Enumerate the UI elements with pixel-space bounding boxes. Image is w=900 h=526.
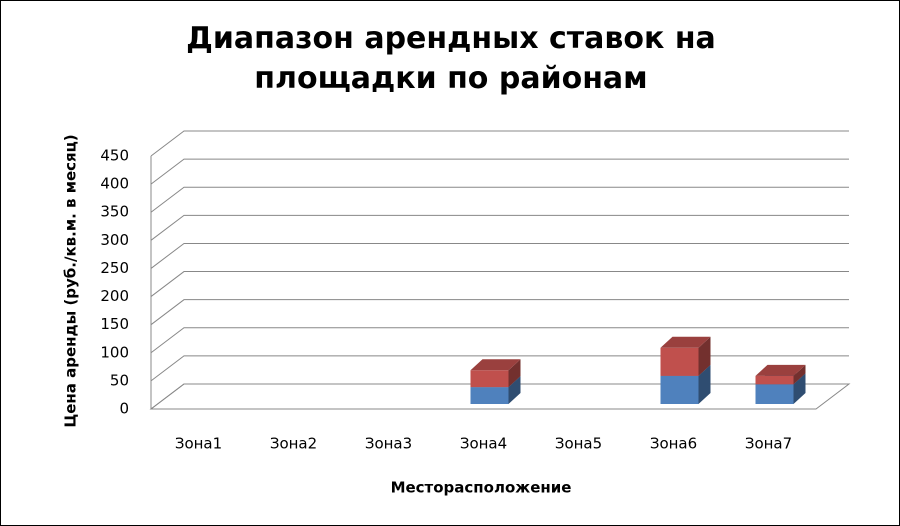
bar-segment	[470, 387, 509, 404]
y-tick-label: 50	[110, 371, 129, 389]
x-tick-label: Зона7	[745, 435, 792, 453]
y-tick-label: 100	[100, 343, 129, 361]
y-tick-label: 250	[100, 259, 129, 277]
grid-line	[150, 299, 849, 326]
y-tick-label: 350	[100, 203, 129, 221]
bar-segment	[660, 375, 699, 404]
grid-line	[150, 271, 849, 297]
x-tick-label: Зона6	[650, 435, 697, 453]
y-tick-label: 150	[100, 315, 129, 333]
bar-top	[755, 364, 806, 376]
grid-line	[150, 130, 849, 157]
bar-segment	[470, 370, 509, 388]
grid-line	[150, 214, 849, 241]
y-tick-label: 400	[100, 175, 129, 193]
bar-side	[793, 373, 806, 404]
bar-side	[793, 364, 806, 385]
bar-side	[508, 359, 521, 388]
y-axis-title: Цена аренды (руб./кв.м. в месяц)	[62, 134, 80, 427]
y-tick-label: 300	[100, 231, 129, 249]
grid-line	[150, 327, 849, 354]
bar-segment	[660, 347, 699, 376]
bar-segment	[755, 375, 794, 385]
bar-side	[508, 376, 521, 404]
y-tick-label: 450	[100, 147, 129, 165]
bar-segment	[755, 384, 794, 404]
y-tick-label: 0	[119, 400, 129, 418]
bar-side	[698, 364, 711, 404]
grid-line	[150, 186, 849, 213]
bar-top	[660, 336, 711, 348]
x-tick-label: Зона5	[555, 435, 602, 453]
grid-line	[150, 242, 849, 269]
grid-line	[150, 158, 849, 185]
x-axis-title: Месторасположение	[391, 479, 572, 497]
x-tick-label: Зона1	[175, 435, 222, 453]
bar-top	[470, 359, 521, 371]
bar-side	[698, 336, 711, 376]
x-tick-label: Зона2	[270, 435, 317, 453]
x-tick-label: Зона4	[460, 435, 507, 453]
grid-line	[150, 355, 849, 382]
x-tick-label: Зона3	[365, 435, 412, 453]
y-tick-label: 200	[100, 287, 129, 305]
grid-line	[150, 383, 849, 410]
chart-title: Диапазон арендных ставок на площадки по …	[186, 21, 716, 96]
